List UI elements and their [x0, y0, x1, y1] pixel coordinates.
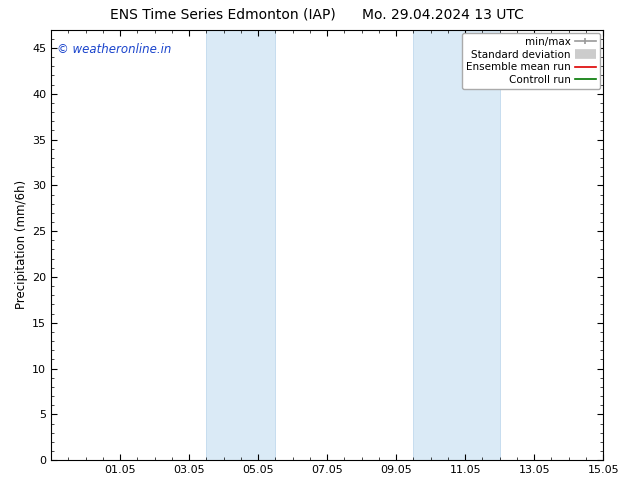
Y-axis label: Precipitation (mm/6h): Precipitation (mm/6h)	[15, 180, 28, 310]
Bar	[413, 30, 500, 460]
Text: ENS Time Series Edmonton (IAP)      Mo. 29.04.2024 13 UTC: ENS Time Series Edmonton (IAP) Mo. 29.04…	[110, 7, 524, 22]
Text: © weatheronline.in: © weatheronline.in	[56, 43, 171, 55]
Legend: min/max, Standard deviation, Ensemble mean run, Controll run: min/max, Standard deviation, Ensemble me…	[462, 33, 600, 89]
Bar	[207, 30, 275, 460]
